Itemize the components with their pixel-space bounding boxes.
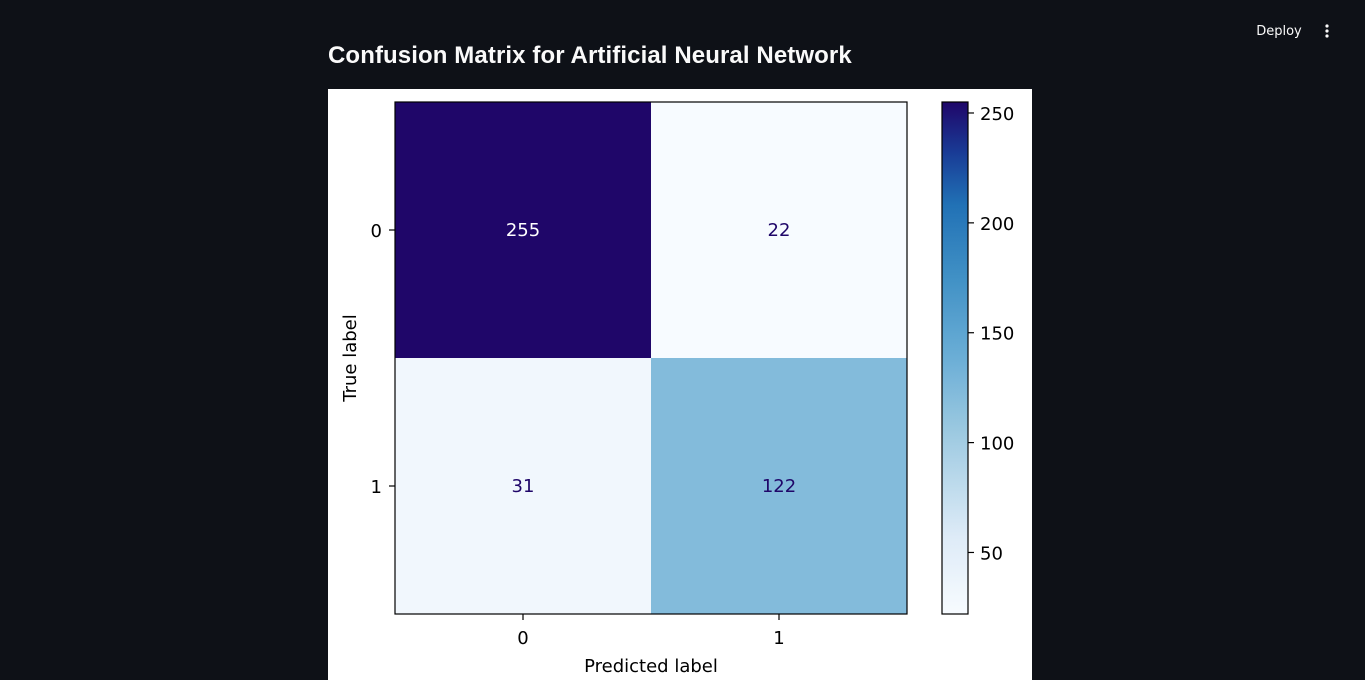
cell-value-label: 22 — [768, 220, 791, 241]
y-tick-label: 0 — [371, 221, 382, 242]
deploy-button[interactable]: Deploy — [1256, 23, 1302, 39]
vertical-dots-icon — [1325, 24, 1329, 38]
confusion-matrix-chart: 255 22 31 122 0 1 0 1 Predicted label True label 5… — [340, 101, 1014, 677]
x-axis-label: Predicted label — [584, 656, 718, 677]
colorbar-tick-label: 150 — [980, 324, 1014, 345]
confusion-matrix-figure: 255 22 31 122 0 1 0 1 Predicted label True label 5… — [328, 89, 1032, 680]
colorbar-tick-label: 250 — [980, 104, 1014, 125]
cell-value-label: 31 — [512, 476, 535, 497]
cell-value-label: 255 — [506, 220, 540, 241]
matrix-cell — [395, 102, 651, 358]
y-axis-label: True label — [340, 314, 361, 403]
matrix-cell — [651, 358, 907, 614]
y-tick-label: 1 — [371, 477, 382, 498]
matrix-cell — [395, 358, 651, 614]
colorbar-tick-label: 200 — [980, 214, 1014, 235]
page-title: Confusion Matrix for Artificial Neural N… — [328, 42, 852, 69]
plot-frame — [394, 101, 908, 615]
main-menu-button[interactable] — [1315, 19, 1339, 43]
x-tick-label: 0 — [517, 628, 528, 649]
colorbar — [941, 101, 969, 615]
cell-value-label: 122 — [762, 476, 796, 497]
colorbar-tick-label: 50 — [980, 543, 1003, 564]
matrix-cell — [651, 102, 907, 358]
colorbar-tick-label: 100 — [980, 434, 1014, 455]
x-tick-label: 1 — [773, 628, 784, 649]
